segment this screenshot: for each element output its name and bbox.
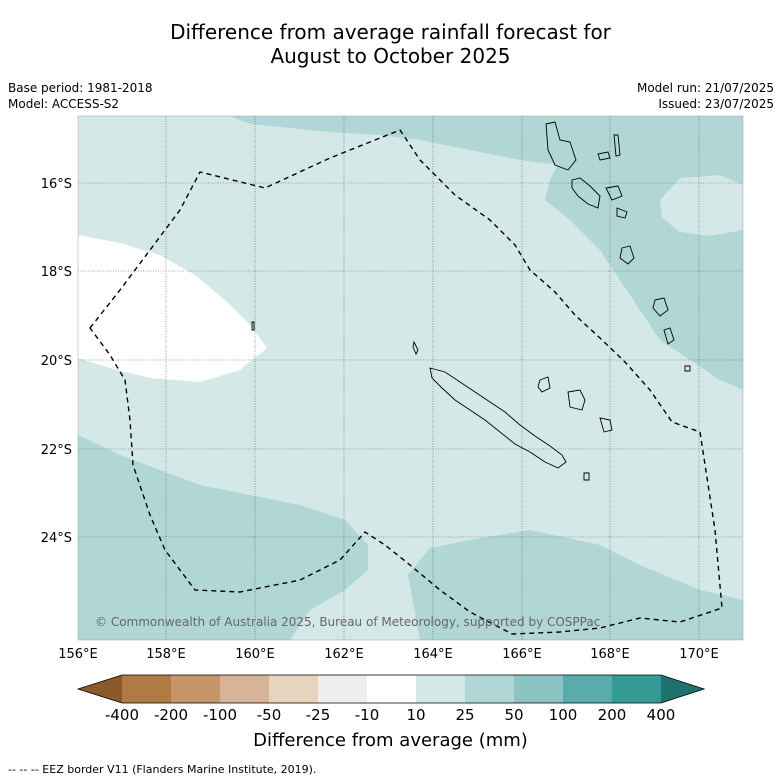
colorbar-cell <box>514 675 563 703</box>
lat-label: 22°S <box>41 443 72 458</box>
lat-label: 18°S <box>41 265 72 280</box>
rainfall-field <box>78 116 743 640</box>
colorbar-tick-label: 10 <box>406 706 425 724</box>
anomaly-band-25-50-southwest <box>78 435 368 640</box>
issued-date: Issued: 23/07/2025 <box>658 97 774 111</box>
colorbar-cell <box>318 675 367 703</box>
map-frame <box>77 115 744 641</box>
lon-label: 160°E <box>235 647 275 662</box>
colorbar-tick-label: -10 <box>355 706 380 724</box>
vanuatu-islands <box>545 121 577 171</box>
anomaly-band-10-25-hole <box>660 175 743 236</box>
model-name: Model: ACCESS-S2 <box>8 97 120 111</box>
map-title: Difference from average rainfall forecas… <box>0 20 781 68</box>
latitude-labels: 16°S 18°S 20°S 22°S 24°S <box>41 177 72 546</box>
colorbar-cell <box>416 675 465 703</box>
colorbar-tick-label: -25 <box>306 706 331 724</box>
meta-right: Model run: 21/07/2025 Issued: 23/07/2025 <box>637 80 774 112</box>
colorbar-tick-label: -50 <box>257 706 282 724</box>
colorbar-tick-label: 200 <box>598 706 627 724</box>
colorbar-cell <box>563 675 612 703</box>
colorbar-tick-label: -200 <box>154 706 188 724</box>
lon-label: 156°E <box>58 647 98 662</box>
lon-label: 158°E <box>146 647 186 662</box>
eez-footnote: -- -- -- EEZ border V11 (Flanders Marine… <box>8 763 317 776</box>
colorbar-title: Difference from average (mm) <box>253 730 528 751</box>
colorbar-cell <box>465 675 514 703</box>
colorbar-cell <box>171 675 220 703</box>
colorbar-cell <box>367 675 416 703</box>
anomaly-band-25-50-southeast <box>408 530 743 640</box>
colorbar-end-low <box>78 675 122 703</box>
coastlines <box>251 121 691 481</box>
graticule <box>78 116 743 640</box>
meta-left: Base period: 1981-2018 Model: ACCESS-S2 <box>8 80 153 112</box>
colorbar-tick-label: 100 <box>549 706 578 724</box>
colorbar-cell <box>269 675 318 703</box>
lon-label: 168°E <box>590 647 630 662</box>
lon-label: 166°E <box>502 647 542 662</box>
colorbar-tick-label: 25 <box>455 706 474 724</box>
colorbar <box>76 674 706 704</box>
colorbar-tick-label: -400 <box>105 706 139 724</box>
lon-label: 170°E <box>679 647 719 662</box>
new-caledonia <box>429 367 567 469</box>
anomaly-band-25-50-north <box>230 116 743 165</box>
title-line-1: Difference from average rainfall forecas… <box>170 20 611 44</box>
longitude-labels: 156°E 158°E 160°E 162°E 164°E 166°E 168°… <box>58 647 719 662</box>
lat-label: 24°S <box>41 531 72 546</box>
colorbar-ticks: -400 -200 -100 -50 -25 -10 10 25 50 100 … <box>105 706 675 724</box>
copyright-notice: © Commonwealth of Australia 2025, Bureau… <box>95 615 600 629</box>
colorbar-cell <box>612 675 661 703</box>
title-line-2: August to October 2025 <box>270 44 511 68</box>
colorbar-tick-label: 50 <box>504 706 523 724</box>
colorbar-cell <box>220 675 269 703</box>
colorbar-tick-label: -100 <box>203 706 237 724</box>
lat-label: 16°S <box>41 177 72 192</box>
lon-label: 164°E <box>413 647 453 662</box>
anomaly-band-neutral <box>78 235 267 382</box>
model-run: Model run: 21/07/2025 <box>636 81 774 95</box>
eez-border <box>89 129 723 635</box>
colorbar-end-high <box>661 675 704 703</box>
colorbar-cell <box>122 675 171 703</box>
colorbar-tick-label: 400 <box>647 706 676 724</box>
base-period: Base period: 1981-2018 <box>8 81 153 95</box>
lat-label: 20°S <box>41 354 72 369</box>
lon-label: 162°E <box>324 647 364 662</box>
